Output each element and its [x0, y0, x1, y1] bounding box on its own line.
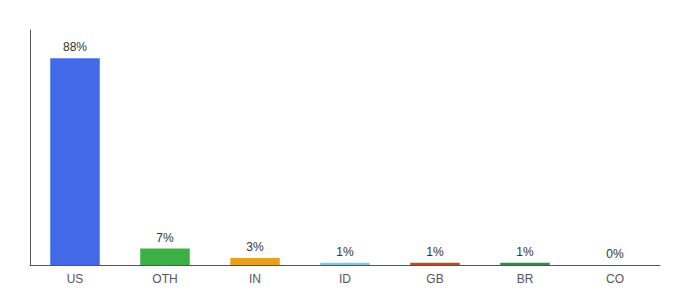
svg-text:1%: 1% [516, 245, 534, 259]
svg-text:7%: 7% [156, 231, 174, 245]
svg-text:CO: CO [606, 272, 624, 286]
svg-text:GB: GB [426, 272, 443, 286]
svg-text:ID: ID [339, 272, 351, 286]
svg-text:3%: 3% [246, 240, 264, 254]
svg-text:88%: 88% [63, 40, 87, 54]
svg-text:0%: 0% [606, 247, 624, 261]
svg-text:IN: IN [249, 272, 261, 286]
svg-text:1%: 1% [336, 245, 354, 259]
svg-text:BR: BR [517, 272, 534, 286]
svg-text:OTH: OTH [152, 272, 177, 286]
svg-text:1%: 1% [426, 245, 444, 259]
svg-text:US: US [67, 272, 84, 286]
